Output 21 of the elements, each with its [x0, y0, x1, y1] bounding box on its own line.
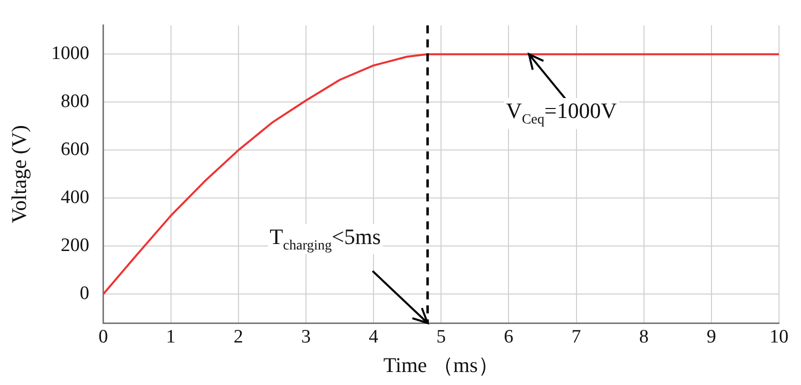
- x-tick-label: 1: [166, 326, 176, 348]
- x-tick-label: 9: [706, 326, 716, 348]
- y-tick-label: 200: [60, 235, 90, 256]
- x-tick-label: 4: [368, 326, 379, 348]
- x-tick-label: 3: [301, 326, 311, 348]
- y-tick-label: 600: [60, 139, 90, 160]
- y-tick-label: 1000: [51, 43, 90, 64]
- y-tick-label: 800: [60, 91, 90, 112]
- annotation: V$_{Ceq}$=1000V: [504, 98, 619, 129]
- x-tick-label: 10: [770, 326, 788, 348]
- x-tick-label: 8: [639, 326, 649, 348]
- y-axis-title: Voltage (V): [7, 125, 32, 224]
- x-tick-label: 0: [98, 326, 108, 348]
- x-tick-label: 2: [234, 326, 244, 348]
- annotation: T$_{charging}$<5ms: [268, 224, 383, 254]
- x-tick-label: 6: [504, 326, 514, 348]
- x-tick-label: 5: [436, 326, 446, 348]
- x-axis-title: Time （ms）: [383, 352, 499, 377]
- y-tick-label: 400: [60, 187, 90, 208]
- x-tick-label: 7: [572, 326, 582, 348]
- y-tick-label: 0: [80, 283, 90, 304]
